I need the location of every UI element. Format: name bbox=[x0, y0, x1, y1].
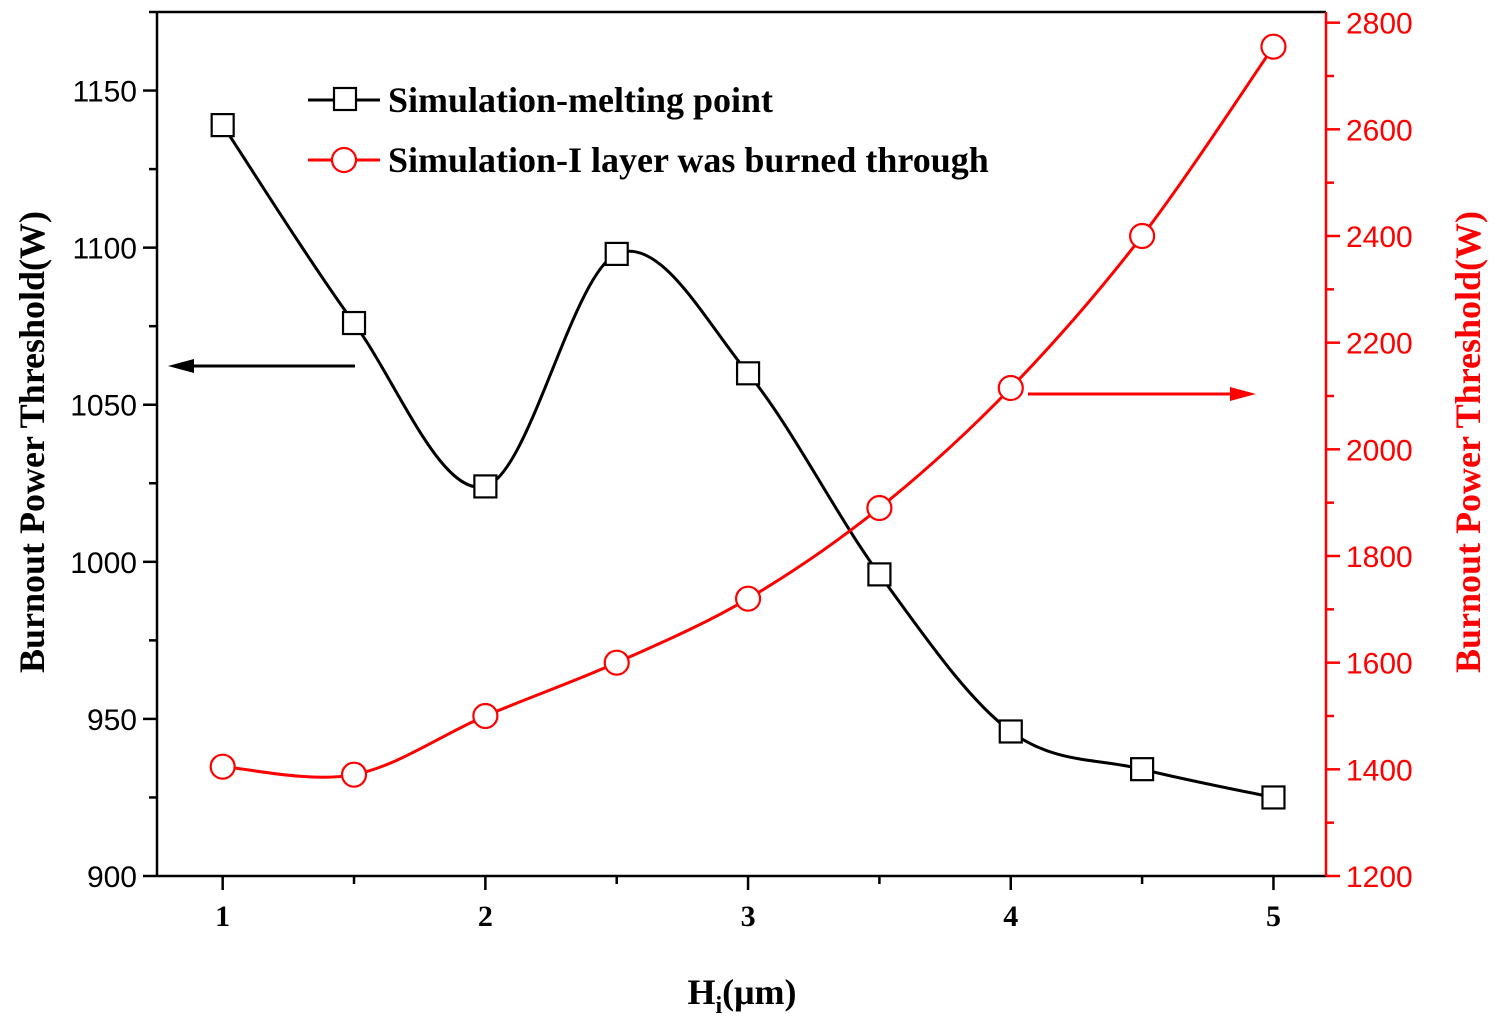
series-line bbox=[222, 45, 1275, 779]
data-point-square bbox=[1261, 785, 1286, 810]
x-axis: 1 2 3 4 5 bbox=[215, 876, 1281, 933]
series-burned-through bbox=[209, 33, 1287, 788]
right-tick-label: 2600 bbox=[1346, 114, 1413, 147]
x-tick-label: 4 bbox=[1003, 900, 1018, 933]
right-tick-label: 2000 bbox=[1346, 434, 1413, 467]
legend-entry-burned-through: Simulation-I layer was burned through bbox=[308, 140, 989, 180]
plot-frame bbox=[155, 10, 1328, 878]
right-tick-label: 2400 bbox=[1346, 221, 1413, 254]
legend-label-melting-point: Simulation-melting point bbox=[388, 80, 773, 120]
left-tick-label: 1150 bbox=[72, 76, 137, 109]
x-tick-label: 2 bbox=[478, 900, 493, 933]
x-tick-label: 5 bbox=[1266, 900, 1281, 933]
right-tick-label: 1200 bbox=[1346, 861, 1413, 894]
series-melting-point bbox=[210, 113, 1286, 810]
left-tick-label: 1050 bbox=[70, 390, 137, 423]
data-point-square bbox=[998, 719, 1023, 744]
data-point-circle bbox=[866, 494, 893, 522]
data-point-circle bbox=[209, 753, 236, 780]
data-point-circle bbox=[603, 649, 630, 676]
data-point-circle bbox=[1260, 33, 1287, 60]
data-point-circle bbox=[340, 761, 368, 788]
data-point-circle bbox=[1129, 222, 1156, 250]
series-layer bbox=[209, 33, 1287, 810]
right-y-axis: 1200 1400 1600 1800 2000 2200 2400 2600 2800 bbox=[1326, 8, 1413, 894]
data-point-square bbox=[735, 361, 761, 386]
left-y-axis: 900 950 1000 1050 1100 1150 bbox=[70, 10, 157, 894]
x-tick-label: 1 bbox=[215, 900, 230, 933]
right-tick-label: 2200 bbox=[1346, 328, 1413, 361]
right-tick-label: 1400 bbox=[1346, 754, 1413, 787]
data-point-square bbox=[604, 241, 629, 267]
right-tick-label: 1600 bbox=[1346, 648, 1413, 681]
series-line bbox=[221, 124, 1274, 799]
data-point-square bbox=[867, 562, 892, 587]
left-arrow-head bbox=[168, 359, 194, 373]
annotation-layer bbox=[168, 359, 1256, 401]
data-point-square bbox=[341, 310, 367, 336]
data-point-circle bbox=[472, 702, 499, 730]
right-tick-label: 1800 bbox=[1346, 541, 1413, 574]
data-point-circle bbox=[997, 374, 1024, 402]
left-y-axis-title: Burnout Power Threshold(W) bbox=[12, 211, 52, 673]
left-tick-label: 1100 bbox=[72, 233, 137, 266]
data-point-square bbox=[210, 113, 235, 138]
x-tick-label: 3 bbox=[741, 900, 756, 933]
data-point-square bbox=[1130, 757, 1155, 782]
data-point-square bbox=[473, 474, 498, 499]
x-axis-title: Hi(μm) bbox=[687, 972, 796, 1019]
legend-label-burned-through: Simulation-I layer was burned through bbox=[388, 140, 989, 180]
right-arrow-head bbox=[1230, 387, 1256, 401]
left-tick-label: 1000 bbox=[70, 547, 137, 580]
left-tick-label: 900 bbox=[87, 861, 137, 894]
data-point-circle bbox=[734, 585, 762, 612]
left-tick-label: 950 bbox=[87, 704, 137, 737]
legend-entry-melting-point: Simulation-melting point bbox=[308, 80, 773, 120]
right-y-axis-title: Burnout Power Threshold(W) bbox=[1448, 211, 1488, 673]
legend: Simulation-melting point Simulation-I la… bbox=[308, 80, 989, 180]
right-tick-label: 2800 bbox=[1346, 8, 1413, 41]
